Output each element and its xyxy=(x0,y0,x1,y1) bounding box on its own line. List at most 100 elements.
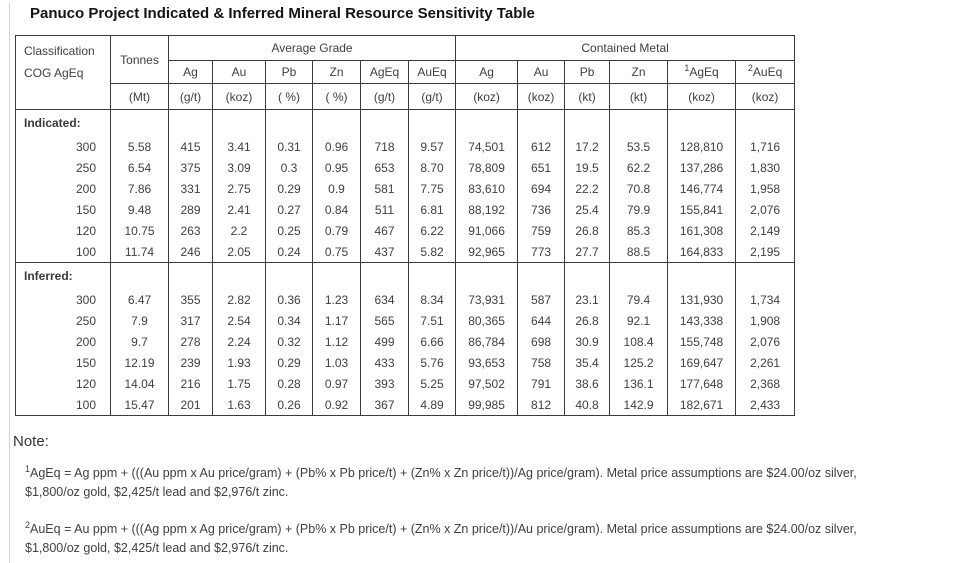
value-cell: 1,734 xyxy=(735,289,796,310)
empty-cell xyxy=(212,109,266,136)
value-cell: 0.9 xyxy=(312,178,361,199)
value-cell: 70.8 xyxy=(609,178,669,199)
value-cell: 812 xyxy=(517,394,566,416)
resource-sensitivity-table: Classification COG AgEq Tonnes Average G… xyxy=(15,35,796,416)
value-cell: 40.8 xyxy=(564,394,611,416)
empty-cell xyxy=(455,262,519,289)
value-cell: 4.89 xyxy=(407,394,457,416)
value-cell: 146,774 xyxy=(667,178,737,199)
value-cell: 8.70 xyxy=(407,157,457,178)
grade-col-header-aueq: AuEq xyxy=(407,60,457,84)
value-cell: 355 xyxy=(168,289,213,310)
value-cell: 10.75 xyxy=(110,220,169,241)
table-row: 150 9.48 289 2.41 0.27 0.84 511 6.81 88,192 736 25… xyxy=(15,199,796,220)
value-cell: 1.75 xyxy=(212,373,266,394)
value-cell: 27.7 xyxy=(564,241,611,263)
value-cell: 718 xyxy=(360,136,409,157)
value-cell: 0.32 xyxy=(265,331,313,352)
empty-cell xyxy=(564,109,611,136)
value-cell: 587 xyxy=(517,289,566,310)
value-cell: 5.76 xyxy=(407,352,457,373)
value-cell: 0.34 xyxy=(265,310,313,331)
value-cell: 2,433 xyxy=(735,394,796,416)
value-cell: 0.79 xyxy=(312,220,361,241)
value-cell: 499 xyxy=(360,331,409,352)
value-cell: 2,195 xyxy=(735,241,796,263)
section-label: Inferred: xyxy=(15,262,111,289)
footnote: 2AuEq = Au ppm + (((Ag ppm x Ag price/gr… xyxy=(25,519,857,555)
value-cell: 62.2 xyxy=(609,157,669,178)
unit-cell: (koz) xyxy=(455,83,519,110)
empty-cell xyxy=(517,109,566,136)
value-cell: 317 xyxy=(168,310,213,331)
table-row: 300 5.58 415 3.41 0.31 0.96 718 9.57 74,501 612 17… xyxy=(15,136,796,157)
value-cell: 1.17 xyxy=(312,310,361,331)
value-cell: 161,308 xyxy=(667,220,737,241)
metal-col-header-ageq: 1AgEq xyxy=(667,60,737,84)
value-cell: 0.29 xyxy=(265,352,313,373)
unit-cell: (koz) xyxy=(212,83,266,110)
empty-cell xyxy=(265,262,313,289)
unit-cell: (g/t) xyxy=(407,83,457,110)
header-row-groups: Classification COG AgEq Tonnes Average G… xyxy=(15,35,796,110)
value-cell: 5.82 xyxy=(407,241,457,263)
empty-cell xyxy=(312,262,361,289)
value-cell: 38.6 xyxy=(564,373,611,394)
value-cell: 88.5 xyxy=(609,241,669,263)
value-cell: 0.75 xyxy=(312,241,361,263)
value-cell: 7.86 xyxy=(110,178,169,199)
value-cell: 3.09 xyxy=(212,157,266,178)
note-heading: Note: xyxy=(13,433,49,450)
cog-value-cell: 150 xyxy=(15,199,111,220)
value-cell: 467 xyxy=(360,220,409,241)
value-cell: 6.47 xyxy=(110,289,169,310)
value-cell: 246 xyxy=(168,241,213,263)
table-row: 250 6.54 375 3.09 0.3 0.95 653 8.70 78,809 651 19.… xyxy=(15,157,796,178)
cog-value-cell: 200 xyxy=(15,331,111,352)
value-cell: 6.22 xyxy=(407,220,457,241)
value-cell: 644 xyxy=(517,310,566,331)
metal-col-header-pb: Pb xyxy=(564,60,611,84)
section-label: Indicated: xyxy=(15,109,111,136)
empty-cell xyxy=(312,109,361,136)
value-cell: 128,810 xyxy=(667,136,737,157)
empty-cell xyxy=(212,262,266,289)
value-cell: 1.03 xyxy=(312,352,361,373)
value-cell: 8.34 xyxy=(407,289,457,310)
footnote-superscript: 1 xyxy=(25,463,31,474)
value-cell: 201 xyxy=(168,394,213,416)
value-cell: 9.57 xyxy=(407,136,457,157)
value-cell: 164,833 xyxy=(667,241,737,263)
page: Panuco Project Indicated & Inferred Mine… xyxy=(0,3,958,563)
value-cell: 0.28 xyxy=(265,373,313,394)
table-row: 120 14.04 216 1.75 0.28 0.97 393 5.25 97,502 791 3… xyxy=(15,373,796,394)
value-cell: 0.25 xyxy=(265,220,313,241)
value-cell: 0.31 xyxy=(265,136,313,157)
unit-cell: (g/t) xyxy=(360,83,409,110)
cog-value-cell: 200 xyxy=(15,178,111,199)
table-row: 250 7.9 317 2.54 0.34 1.17 565 7.51 80,365 644 26.… xyxy=(15,310,796,331)
value-cell: 143,338 xyxy=(667,310,737,331)
unit-cell: (kt) xyxy=(609,83,669,110)
value-cell: 694 xyxy=(517,178,566,199)
value-cell: 0.97 xyxy=(312,373,361,394)
grade-col-header-ag: Ag xyxy=(168,60,213,84)
section-label-row: Indicated: xyxy=(15,109,796,136)
value-cell: 289 xyxy=(168,199,213,220)
value-cell: 331 xyxy=(168,178,213,199)
value-cell: 2.24 xyxy=(212,331,266,352)
page-title: Panuco Project Indicated & Inferred Mine… xyxy=(30,5,535,22)
grade-col-header-zn: Zn xyxy=(312,60,361,84)
value-cell: 142.9 xyxy=(609,394,669,416)
table-row: 120 10.75 263 2.2 0.25 0.79 467 6.22 91,066 759 26… xyxy=(15,220,796,241)
unit-cell: ( %) xyxy=(265,83,313,110)
classification-label: Classification xyxy=(24,44,95,58)
empty-cell xyxy=(609,109,669,136)
value-cell: 79.4 xyxy=(609,289,669,310)
table-row: 100 11.74 246 2.05 0.24 0.75 437 5.82 92,965 773 2… xyxy=(15,241,796,263)
contained-metal-group-header: Contained Metal xyxy=(455,35,796,61)
value-cell: 7.75 xyxy=(407,178,457,199)
value-cell: 759 xyxy=(517,220,566,241)
cog-value-cell: 100 xyxy=(15,394,111,416)
value-cell: 7.51 xyxy=(407,310,457,331)
